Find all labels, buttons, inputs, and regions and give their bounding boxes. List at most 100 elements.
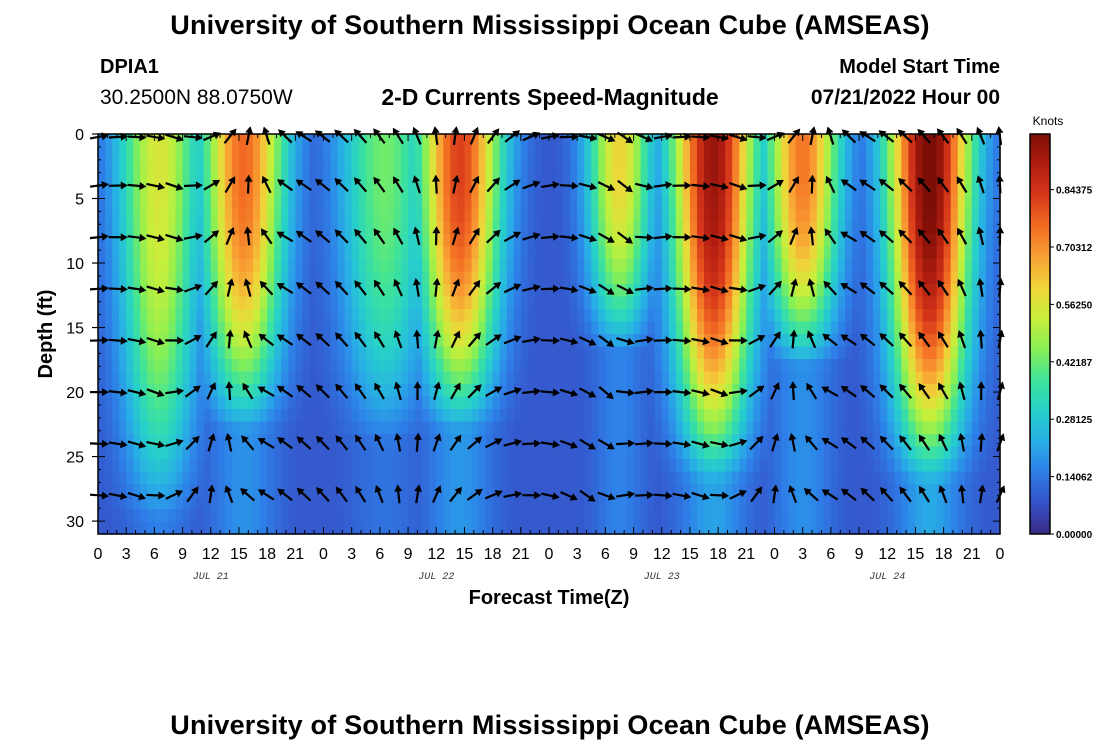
heatmap-cell [654, 396, 663, 410]
heatmap-cell [112, 271, 120, 285]
heatmap-cell [323, 371, 332, 385]
heatmap-cell [316, 321, 325, 335]
heatmap-cell [894, 496, 902, 510]
heatmap-cell [661, 246, 670, 260]
heatmap-cell [520, 146, 529, 160]
heatmap-cell [506, 234, 515, 248]
heatmap-cell [661, 421, 670, 435]
heatmap-cell [119, 271, 127, 285]
heatmap-cell [760, 171, 769, 185]
heatmap-cell [372, 234, 381, 248]
heatmap-cell [943, 459, 952, 473]
heatmap-cell [964, 209, 973, 223]
heatmap-cell [478, 434, 487, 448]
heatmap-cell [668, 359, 677, 373]
heatmap-cell [541, 146, 550, 160]
heatmap-cell [985, 146, 994, 160]
heatmap-cell [478, 396, 487, 410]
heatmap-cell [837, 384, 846, 398]
heatmap-cell [563, 509, 571, 523]
vector-head [606, 287, 615, 295]
current-vector [467, 384, 482, 399]
heatmap-cell [485, 471, 494, 485]
current-vector [315, 178, 331, 192]
heatmap-cell [429, 346, 437, 360]
heatmap-cell [344, 384, 353, 398]
heatmap-cell [492, 134, 501, 148]
heatmap-cell [210, 321, 219, 335]
heatmap-cell [415, 371, 423, 385]
heatmap-cell [309, 196, 318, 210]
heatmap-cell [478, 221, 487, 235]
current-vector [335, 332, 349, 348]
heatmap-cell [844, 196, 853, 210]
current-vector [710, 388, 729, 398]
heatmap-cell [288, 421, 296, 435]
heatmap-cell [894, 359, 902, 373]
vector-head [157, 133, 166, 142]
heatmap-cell [323, 359, 332, 373]
heatmap-cell [746, 246, 754, 260]
heatmap-cell [626, 171, 635, 185]
heatmap-cell [908, 221, 917, 235]
heatmap-cell [196, 221, 205, 235]
heatmap-cell [316, 171, 325, 185]
heatmap-cell [992, 221, 1001, 235]
heatmap-cell [852, 134, 860, 148]
heatmap-cell [915, 134, 924, 148]
current-vector [616, 439, 636, 448]
heatmap-cell [478, 234, 487, 248]
heatmap-cell [499, 234, 508, 248]
vector-head [224, 432, 233, 441]
heatmap-cell [182, 246, 191, 260]
heatmap-cell [112, 209, 120, 223]
heatmap-cell [365, 346, 374, 360]
heatmap-cell [894, 509, 902, 523]
heatmap-cell [675, 234, 684, 248]
heatmap-cell [598, 471, 606, 485]
heatmap-cell [147, 171, 155, 185]
heatmap-cell [168, 284, 177, 298]
heatmap-cell [647, 396, 656, 410]
heatmap-cell [253, 234, 261, 248]
heatmap-cell [584, 459, 592, 473]
heatmap-cell [401, 184, 409, 198]
heatmap-cell [774, 234, 783, 248]
heatmap-cell [985, 459, 994, 473]
heatmap-cell [619, 184, 628, 198]
heatmap-cell [436, 296, 444, 310]
heatmap-cell [936, 284, 945, 298]
heatmap-cell [238, 271, 247, 285]
heatmap-cell [344, 496, 353, 510]
current-vector [354, 228, 368, 245]
heatmap-cell [309, 484, 318, 498]
heatmap-cell [887, 346, 895, 360]
heatmap-cell [675, 359, 684, 373]
vector-head [207, 484, 216, 492]
heatmap-cell [492, 296, 501, 310]
heatmap-cell [379, 496, 388, 510]
heatmap-cell [767, 409, 776, 423]
heatmap-cell [936, 459, 945, 473]
heatmap-cell [288, 384, 296, 398]
heatmap-cell [443, 409, 451, 423]
heatmap-cell [253, 521, 261, 535]
heatmap-cell [267, 246, 275, 260]
heatmap-cell [781, 221, 790, 235]
heatmap-cell [443, 171, 451, 185]
heatmap-cell [901, 146, 909, 160]
current-vector [617, 179, 633, 193]
heatmap-cell [887, 309, 895, 323]
heatmap-cell [119, 296, 127, 310]
heatmap-cell [379, 371, 388, 385]
heatmap-cell [795, 209, 804, 223]
heatmap-cell [372, 259, 381, 273]
heatmap-cell [654, 171, 663, 185]
vector-head [494, 438, 503, 446]
heatmap-cell [464, 371, 473, 385]
heatmap-cell [753, 459, 762, 473]
heatmap-cell [513, 409, 522, 423]
heatmap-cell [196, 496, 205, 510]
heatmap-cell [238, 471, 247, 485]
current-vector [431, 485, 442, 504]
